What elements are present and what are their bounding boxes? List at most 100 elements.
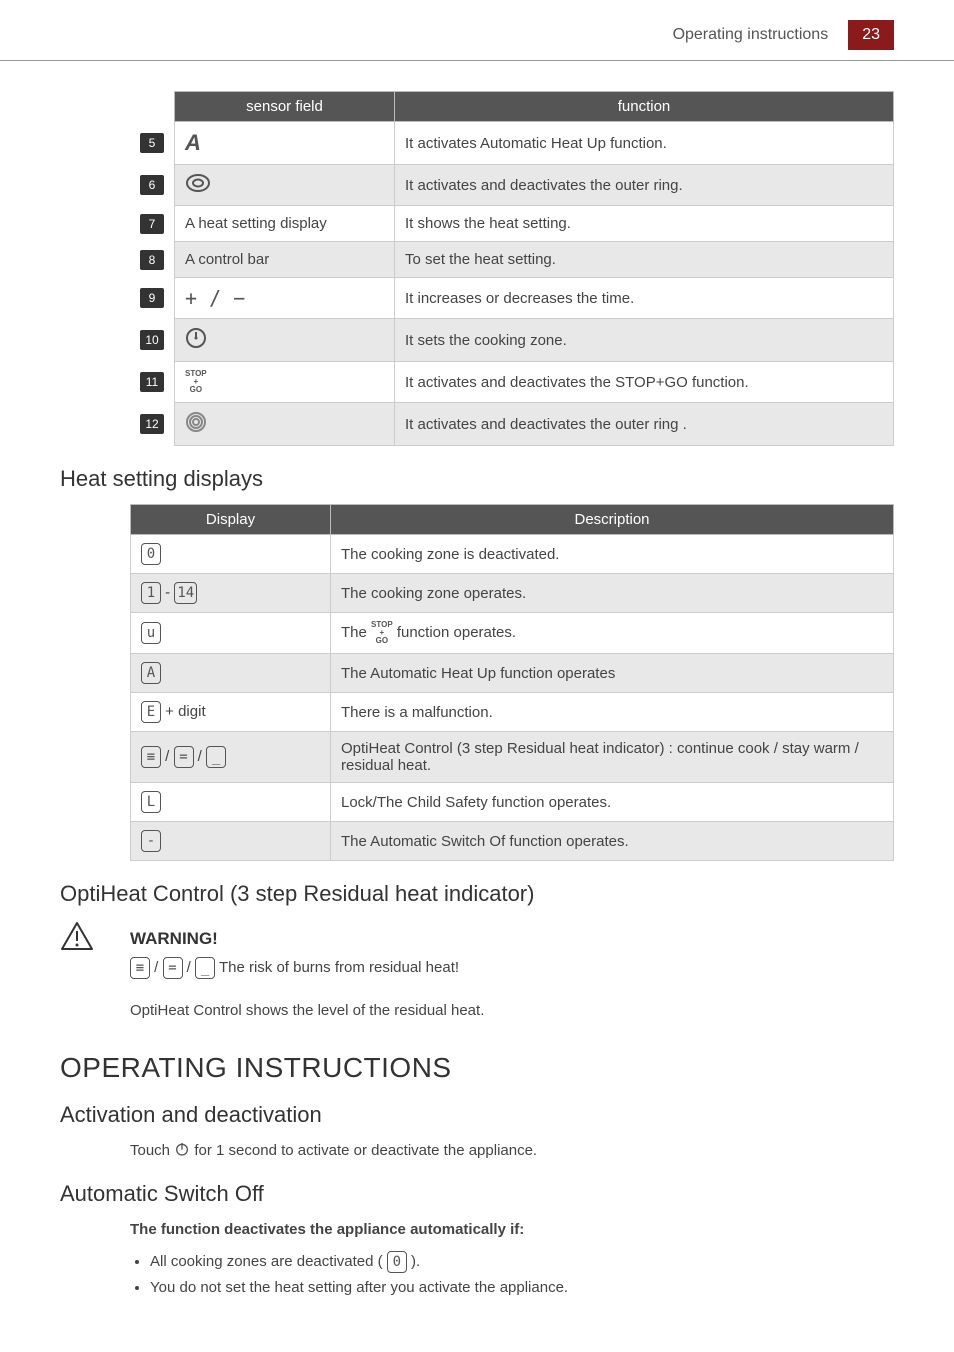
table-row: E + digitThere is a malfunction. — [131, 693, 894, 732]
display-cell: u — [131, 613, 331, 654]
function-cell: It activates Automatic Heat Up function. — [395, 122, 894, 165]
sensor-col-field: sensor field — [175, 92, 395, 122]
display-cell: ≡ / = / _ — [131, 732, 331, 783]
warning-text: ≡ / = / _ The risk of burns from residua… — [130, 957, 894, 980]
table-row: 11STOP+GOIt activates and deactivates th… — [130, 362, 894, 403]
segment-display-icon: u — [141, 622, 161, 644]
description-cell: The Automatic Switch Of function operate… — [331, 822, 894, 861]
sensor-field-cell — [175, 403, 395, 446]
heat-display-table: Display Description 0 The cooking zone is… — [130, 504, 894, 861]
table-row: 8 A control barTo set the heat setting. — [130, 242, 894, 278]
residual-icon-1: _ — [195, 957, 215, 979]
page-header: Operating instructions 23 — [0, 0, 954, 61]
table-row: 7A heat setting displayIt shows the heat… — [130, 206, 894, 242]
row-number-badge: 11 — [140, 372, 164, 392]
warning-block: WARNING! ≡ / = / _ The risk of burns fro… — [60, 919, 894, 988]
residual-icon-2: = — [163, 957, 183, 979]
header-title: Operating instructions — [673, 26, 829, 44]
segment-display-icon: ≡ — [141, 746, 161, 768]
page-number: 23 — [848, 20, 894, 50]
sensor-field-cell: A — [175, 122, 395, 165]
warning-label: WARNING! — [130, 929, 894, 949]
row-number-badge: 6 — [140, 175, 164, 195]
display-cell: 1 - 14 — [131, 574, 331, 613]
auto-off-heading: Automatic Switch Off — [60, 1181, 894, 1207]
activation-text: Touch for 1 second to activate or deacti… — [130, 1140, 894, 1163]
display-cell: L — [131, 783, 331, 822]
sensor-field-cell: + / − — [175, 278, 395, 319]
optiheat-heading: OptiHeat Control (3 step Residual heat i… — [60, 881, 894, 907]
row-number-badge: 8 — [140, 250, 164, 270]
auto-off-list: All cooking zones are deactivated ( 0 ).… — [150, 1249, 894, 1300]
segment-display-icon: 1 — [141, 582, 161, 604]
sensor-field-cell: STOP+GO — [175, 362, 395, 403]
sensor-field-cell: A heat setting display — [175, 206, 395, 242]
stop-go-icon: STOP+GO — [371, 624, 393, 641]
seg-zero-icon: 0 — [387, 1251, 407, 1273]
description-cell: The Automatic Heat Up function operates — [331, 654, 894, 693]
table-row: L Lock/The Child Safety function operates… — [131, 783, 894, 822]
optiheat-text: OptiHeat Control shows the level of the … — [130, 1000, 894, 1023]
auto-heat-icon: A — [185, 130, 201, 155]
table-row: ≡ / = / _OptiHeat Control (3 step Residu… — [131, 732, 894, 783]
segment-display-icon: 0 — [141, 543, 161, 565]
row-number-badge: 7 — [140, 214, 164, 234]
description-cell: Lock/The Child Safety function operates. — [331, 783, 894, 822]
list-item: All cooking zones are deactivated ( 0 ). — [150, 1249, 894, 1275]
heat-setting-heading: Heat setting displays — [60, 466, 894, 492]
stop-go-icon: STOP+GO — [185, 373, 207, 390]
display-cell: A — [131, 654, 331, 693]
sensor-field-cell — [175, 319, 395, 362]
table-row: u The STOP+GO function operates. — [131, 613, 894, 654]
table-row: 1 - 14The cooking zone operates. — [131, 574, 894, 613]
row-number-badge: 5 — [140, 133, 164, 153]
table-row: 12 It activates and deactivates the outer… — [130, 403, 894, 446]
operating-instructions-heading: OPERATING INSTRUCTIONS — [60, 1052, 894, 1084]
segment-display-icon: 14 — [174, 582, 197, 604]
segment-display-icon: E — [141, 701, 161, 723]
segment-display-icon: - — [141, 830, 161, 852]
table-row: 10 It sets the cooking zone. — [130, 319, 894, 362]
function-cell: It sets the cooking zone. — [395, 319, 894, 362]
function-cell: It activates and deactivates the outer r… — [395, 165, 894, 206]
row-number-badge: 12 — [140, 414, 164, 434]
table-row: 9 + / − It increases or decreases the time… — [130, 278, 894, 319]
heat-col-desc: Description — [331, 505, 894, 535]
description-cell: The cooking zone is deactivated. — [331, 535, 894, 574]
segment-display-icon: = — [174, 746, 194, 768]
heat-col-display: Display — [131, 505, 331, 535]
outer-ring-oval-icon — [185, 180, 211, 197]
table-row: - The Automatic Switch Of function operat… — [131, 822, 894, 861]
segment-display-icon: _ — [206, 746, 226, 768]
table-row: 0 The cooking zone is deactivated. — [131, 535, 894, 574]
outer-ring-concentric-icon — [185, 420, 207, 437]
table-row: A The Automatic Heat Up function operates — [131, 654, 894, 693]
page-content: sensor field function 5 A It activates Aut… — [0, 91, 954, 1346]
display-cell: - — [131, 822, 331, 861]
list-item: You do not set the heat setting after yo… — [150, 1275, 894, 1301]
table-row: 6 It activates and deactivates the outer … — [130, 165, 894, 206]
description-cell: OptiHeat Control (3 step Residual heat i… — [331, 732, 894, 783]
function-cell: It increases or decreases the time. — [395, 278, 894, 319]
sensor-field-cell: A control bar — [175, 242, 395, 278]
auto-off-sub: The function deactivates the appliance a… — [130, 1219, 894, 1242]
plus-minus-icon: + / − — [185, 286, 245, 310]
sensor-field-cell — [175, 165, 395, 206]
sensor-col-func: function — [395, 92, 894, 122]
description-cell: The cooking zone operates. — [331, 574, 894, 613]
display-cell: 0 — [131, 535, 331, 574]
clock-icon — [185, 336, 207, 353]
power-icon — [174, 1142, 194, 1159]
row-number-badge: 10 — [140, 330, 164, 350]
description-cell: The STOP+GO function operates. — [331, 613, 894, 654]
segment-display-icon: L — [141, 791, 161, 813]
function-cell: To set the heat setting. — [395, 242, 894, 278]
sensor-field-table: sensor field function 5 A It activates Aut… — [130, 91, 894, 446]
table-row: 5 A It activates Automatic Heat Up functio… — [130, 122, 894, 165]
row-number-badge: 9 — [140, 288, 164, 308]
function-cell: It activates and deactivates the outer r… — [395, 403, 894, 446]
warning-icon — [60, 919, 130, 956]
segment-display-icon: A — [141, 662, 161, 684]
activation-heading: Activation and deactivation — [60, 1102, 894, 1128]
display-cell: E + digit — [131, 693, 331, 732]
